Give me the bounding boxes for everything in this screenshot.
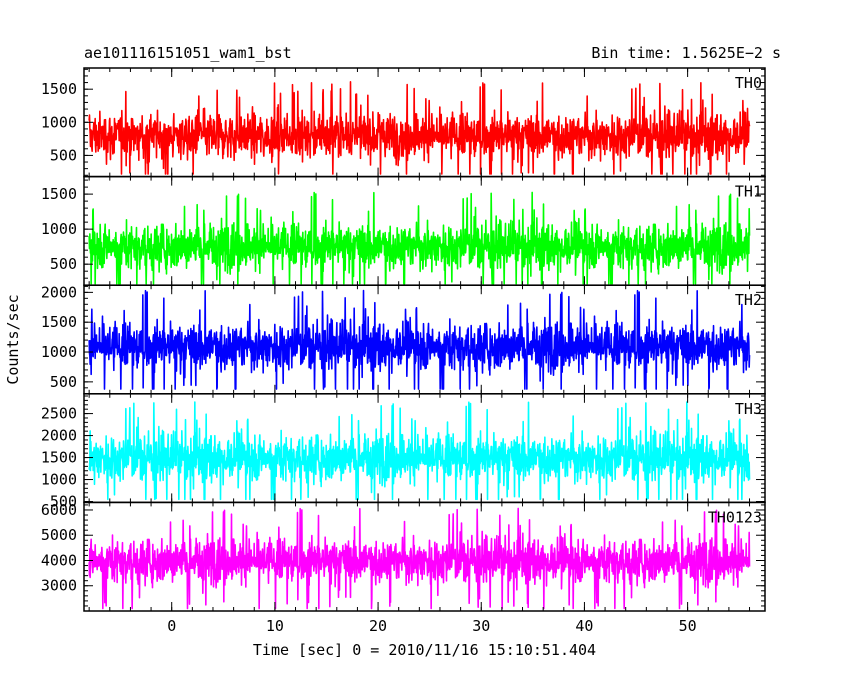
x-tick-label: 40 [575,617,593,635]
y-tick-label: 2000 [41,427,77,445]
x-tick-label: 0 [167,617,176,635]
series-line-th0 [88,81,751,175]
y-tick-label: 500 [50,493,77,511]
panel-label-th0: TH0 [735,74,762,92]
panel-frame [83,501,766,612]
x-tick-label: 10 [266,617,284,635]
series-line-th2 [88,289,751,390]
y-tick-label: 500 [50,255,77,273]
panel-th1: 500 1000 1500 TH1 [41,175,766,286]
y-tick-label: 1500 [41,80,77,98]
y-tick-label: 5000 [41,526,77,544]
y-tick-label: 1500 [41,313,77,331]
y-tick-label: 2500 [41,405,77,423]
series-line-th1 [88,191,751,285]
panel-th2: 500 1000 1500 2000 TH2 [41,283,766,395]
series-line-th0123 [88,507,751,610]
series-line-th3 [88,401,751,501]
panel-label-th1: TH1 [735,183,762,201]
y-tick-label: 2000 [41,283,77,301]
y-tick-label: 1000 [41,220,77,238]
panel-label-th0123: TH0123 [708,508,762,526]
x-tick-label: 20 [369,617,387,635]
panel-frame [83,175,766,286]
panel-th0: 500 1000 1500 TH0 [41,67,766,178]
y-tick-label: 1500 [41,185,77,203]
y-tick-label: 500 [50,146,77,164]
bin-time-label: Bin time: 1.5625E−2 s [591,44,781,62]
y-tick-label: 4000 [41,551,77,569]
x-tick-label: 30 [472,617,490,635]
y-tick-label: 1000 [41,343,77,361]
x-axis-label: Time [sec] 0 = 2010/11/16 15:10:51.404 [253,641,596,659]
y-axis-label: Counts/sec [4,294,22,384]
y-tick-label: 1500 [41,449,77,467]
panel-label-th3: TH3 [735,400,762,418]
chart-title: ae101116151051_wam1_bst [84,44,292,62]
y-tick-label: 1000 [41,471,77,489]
x-tick-label: 50 [679,617,697,635]
y-tick-label: 3000 [41,577,77,595]
y-tick-label: 500 [50,373,77,391]
y-tick-label: 6000 [41,501,77,519]
y-tick-label: 1000 [41,113,77,131]
panel-th0123: 3000 4000 5000 6000 TH0123 [41,501,766,612]
panel-label-th2: TH2 [735,291,762,309]
panel-th3: 500 1000 1500 2000 2500 TH3 [41,393,766,511]
